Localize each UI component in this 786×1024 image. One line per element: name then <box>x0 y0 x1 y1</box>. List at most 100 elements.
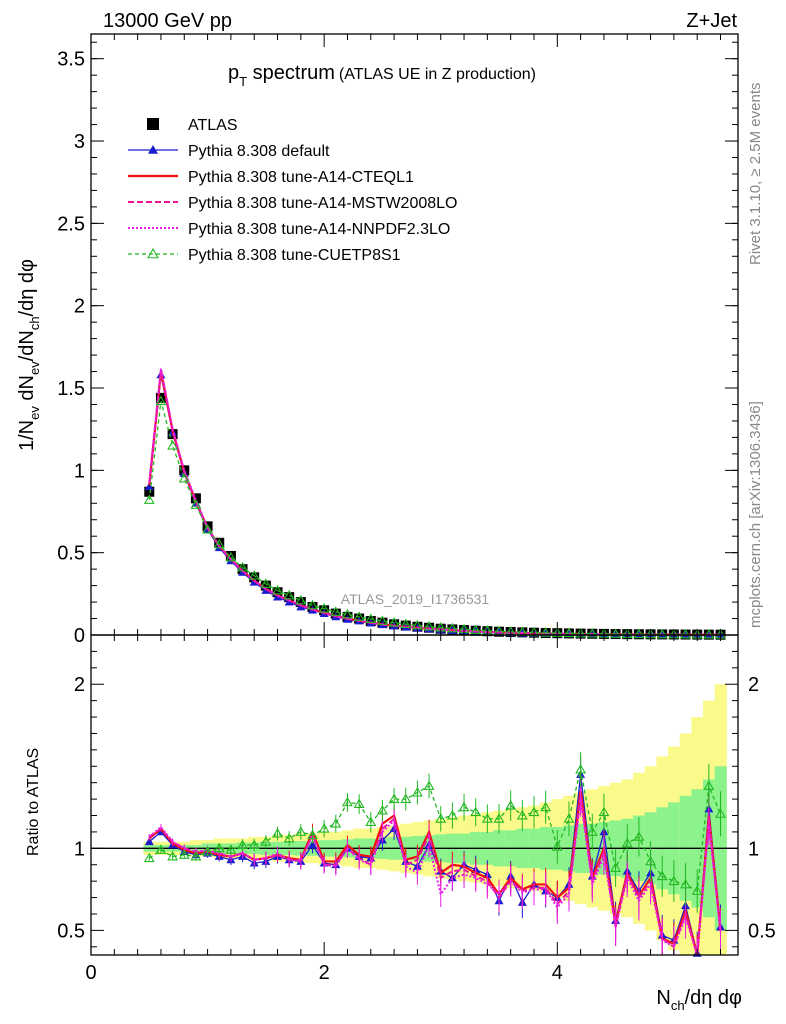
main-point-cuetp8s1 <box>202 524 214 534</box>
ratio-line-nnpdf <box>148 798 722 956</box>
main-point-cuetp8s1 <box>155 395 167 406</box>
main-y-tick-label: 1.5 <box>57 378 85 400</box>
ratio-point-cuetp8s1 <box>703 780 715 790</box>
main-point-cuetp8s1 <box>540 627 552 637</box>
data-point-atlas <box>144 486 155 497</box>
main-point-cuetp8s1 <box>411 619 423 630</box>
ratio-point-cuetp8s1 <box>213 842 225 853</box>
main-point-cuetp8s1 <box>388 617 400 627</box>
main-point-cuetp8s1 <box>237 561 248 572</box>
main-point-cuetp8s1 <box>703 629 715 639</box>
energy-label: 13000 GeV pp <box>103 10 232 32</box>
main-point-cuetp8s1 <box>342 608 353 619</box>
ratio-point-cuetp8s1 <box>423 780 435 790</box>
source-label: mcplots.cern.ch [arXiv:1306.3436] <box>747 401 764 628</box>
ratio-point-cuetp8s1 <box>388 793 400 804</box>
ratio-y-axis-label: Ratio to ATLAS <box>25 748 42 856</box>
main-point-cuetp8s1 <box>167 440 179 450</box>
ratio-y-tick-label: 2 <box>74 674 85 696</box>
main-point-cuetp8s1 <box>260 578 272 588</box>
ratio-point-cuetp8s1 <box>598 806 610 817</box>
main-point-cuetp8s1 <box>610 628 622 638</box>
main-point-default <box>144 482 154 491</box>
ratio-point-cuetp8s1 <box>575 763 587 774</box>
ratio-point-default <box>307 840 317 849</box>
main-point-cuetp8s1 <box>283 589 295 600</box>
ratio-point-cuetp8s1 <box>295 826 307 836</box>
rivet-info-label: Rivet 3.1.10, ≥ 2.5M events <box>747 82 764 266</box>
data-point-atlas <box>284 592 295 603</box>
legend-label-default: Pythia 8.308 default <box>188 143 330 160</box>
main-point-cuetp8s1 <box>143 494 155 504</box>
plot-title-main: p <box>228 62 239 84</box>
ratio-point-default <box>144 837 154 846</box>
ratio-point-cuetp8s1 <box>493 813 505 823</box>
ratio-point-cuetp8s1 <box>586 826 598 836</box>
data-point-atlas <box>225 550 236 561</box>
ratio-point-cuetp8s1 <box>202 846 214 856</box>
ratio-point-cuetp8s1 <box>470 806 482 817</box>
ratio-point-cuetp8s1 <box>167 850 179 861</box>
ratio-point-cuetp8s1 <box>342 796 353 807</box>
ratio-point-cuetp8s1 <box>190 850 202 861</box>
main-point-cuetp8s1 <box>307 599 318 610</box>
ratio-point-cuetp8s1 <box>178 849 190 859</box>
ratio-y-tick-label: 0.5 <box>57 920 85 942</box>
main-point-cuetp8s1 <box>248 570 260 580</box>
ratio-point-cuetp8s1 <box>610 862 622 872</box>
main-point-cuetp8s1 <box>213 538 225 549</box>
ratio-point-cuetp8s1 <box>656 870 668 881</box>
ratio-point-cuetp8s1 <box>505 800 517 810</box>
ratio-y-tick-label-right: 1 <box>748 838 759 860</box>
ratio-y-tick-label-right: 0.5 <box>748 920 776 942</box>
ratio-point-cuetp8s1 <box>446 809 458 820</box>
legend-marker-default <box>148 145 158 154</box>
ratio-point-cuetp8s1 <box>318 823 330 833</box>
main-y-tick-label: 0 <box>74 625 85 647</box>
ratio-point-cuetp8s1 <box>481 813 493 823</box>
main-point-cuetp8s1 <box>295 594 307 605</box>
main-point-cuetp8s1 <box>190 499 202 509</box>
process-label: Z+Jet <box>686 10 737 32</box>
ratio-point-cuetp8s1 <box>143 852 155 863</box>
plot-title: pT spectrum (ATLAS UE in Z production) <box>228 62 536 89</box>
ratio-point-cuetp8s1 <box>435 813 447 823</box>
ratio-point-cuetp8s1 <box>680 878 691 889</box>
plot-title-sub: T <box>239 74 247 89</box>
data-point-atlas <box>249 572 260 583</box>
ratio-point-cuetp8s1 <box>237 839 248 849</box>
ratio-point-cuetp8s1 <box>458 801 470 812</box>
ratio-point-cuetp8s1 <box>248 839 260 849</box>
data-point-atlas <box>260 580 271 591</box>
ratio-x-tick-label: 4 <box>552 962 563 984</box>
ratio-point-cuetp8s1 <box>411 786 423 797</box>
ratio-point-cuetp8s1 <box>376 804 388 815</box>
main-y-tick-label: 3 <box>74 131 85 153</box>
axes-frames <box>90 33 739 956</box>
main-y-tick-label: 1 <box>74 460 85 482</box>
main-line-cuetp8s1 <box>148 401 721 636</box>
legend-label-cuetp8s1: Pythia 8.308 tune-CUETP8S1 <box>188 247 401 264</box>
main-point-cuetp8s1 <box>376 615 388 625</box>
legend-marker-cuetp8s1 <box>147 247 159 259</box>
legend-label-cteql1: Pythia 8.308 tune-A14-CTEQL1 <box>188 169 414 186</box>
main-point-cuetp8s1 <box>330 606 342 616</box>
main-point-cuetp8s1 <box>446 622 458 633</box>
ratio-point-cuetp8s1 <box>155 844 167 854</box>
main-point-cuetp8s1 <box>633 628 645 639</box>
plot-title-rest: spectrum <box>247 62 335 84</box>
ratio-y-tick-label: 1 <box>74 838 85 860</box>
plot-title-small: (ATLAS UE in Z production) <box>339 66 536 83</box>
main-y-tick-label: 2.5 <box>57 213 85 235</box>
legend-label-data: ATLAS <box>188 117 238 134</box>
ratio-point-cuetp8s1 <box>645 855 657 866</box>
main-point-cuetp8s1 <box>423 620 435 631</box>
main-point-cuetp8s1 <box>225 552 237 562</box>
main-point-cuetp8s1 <box>318 603 330 613</box>
ratio-point-cuetp8s1 <box>528 806 540 817</box>
ratio-point-cuetp8s1 <box>225 844 237 854</box>
ratio-point-cuetp8s1 <box>307 829 318 840</box>
analysis-id-watermark: ATLAS_2019_I1736531 <box>341 591 490 607</box>
axis-ticks: 00.511.522.533.50 2 40.5 0.51 12 2 <box>57 34 776 984</box>
